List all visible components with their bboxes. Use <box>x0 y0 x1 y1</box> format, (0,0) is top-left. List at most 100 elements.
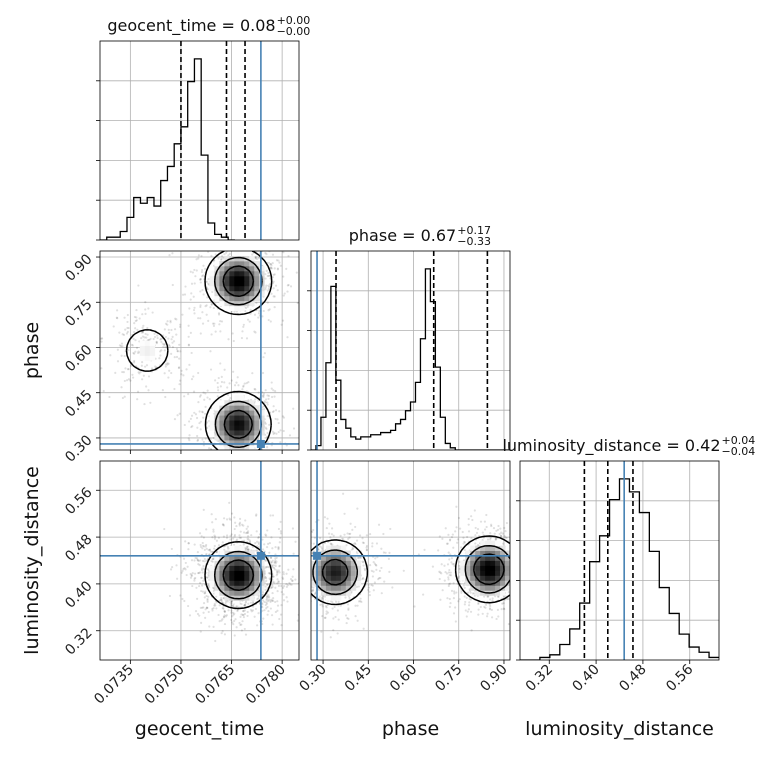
sample-point <box>223 633 227 636</box>
sample-point <box>459 546 463 549</box>
sample-point <box>234 456 236 458</box>
sample-point <box>273 306 276 309</box>
sample-point <box>270 453 272 455</box>
sample-point <box>220 464 222 466</box>
density-cell <box>500 550 506 556</box>
sample-point <box>494 538 497 541</box>
sample-point <box>91 374 93 376</box>
density-cell <box>229 270 235 277</box>
sample-point <box>302 550 304 552</box>
density-cell <box>249 300 255 307</box>
density-cell <box>485 575 491 581</box>
sample-point <box>511 566 513 568</box>
sample-point <box>246 530 250 533</box>
density-cell <box>239 290 245 297</box>
sample-point <box>227 254 230 257</box>
sample-point <box>118 344 121 347</box>
sample-point <box>220 450 222 452</box>
density-cell <box>244 285 250 292</box>
sample-point <box>270 561 273 564</box>
sample-point <box>229 518 232 521</box>
sample-point <box>202 416 205 419</box>
sample-point <box>285 596 288 599</box>
density-cell <box>259 430 265 436</box>
sample-point <box>307 574 309 576</box>
sample-point <box>211 536 214 539</box>
sample-point <box>198 395 202 398</box>
sample-point <box>301 580 303 582</box>
sample-point <box>198 571 202 574</box>
sample-point <box>350 548 353 551</box>
density-cell <box>234 295 240 302</box>
sample-point <box>372 570 375 573</box>
sample-point <box>194 556 197 560</box>
density-cell <box>249 570 255 576</box>
density-cell <box>229 445 235 450</box>
sample-point <box>280 590 283 594</box>
sample-point <box>178 383 181 386</box>
sample-point <box>476 528 480 531</box>
density-cell <box>139 350 146 356</box>
sample-point <box>272 295 275 298</box>
density-cell <box>224 255 230 262</box>
sample-point <box>262 309 265 313</box>
sample-point <box>246 245 248 247</box>
density-cell <box>214 555 220 561</box>
sample-point <box>269 599 272 602</box>
sample-point <box>517 571 519 573</box>
sample-point <box>262 356 265 359</box>
sample-point <box>205 606 209 609</box>
density-cell <box>214 420 220 426</box>
sample-point <box>264 603 267 607</box>
sample-point <box>248 539 251 542</box>
sample-point <box>446 563 450 566</box>
sample-point <box>208 548 212 551</box>
sample-point <box>285 572 288 575</box>
sample-point <box>209 368 213 371</box>
density-cell <box>239 405 245 411</box>
sample-point <box>261 590 264 594</box>
sample-point <box>305 581 307 583</box>
sample-point <box>132 337 135 340</box>
sample-point <box>498 532 501 536</box>
sample-point <box>281 415 285 418</box>
sample-point <box>307 563 309 565</box>
density-cell <box>254 260 260 267</box>
sample-point <box>180 373 183 376</box>
sample-point <box>152 337 155 341</box>
sample-point <box>215 601 218 604</box>
sample-point <box>170 547 173 551</box>
sample-point <box>153 332 156 335</box>
density-cell <box>340 550 347 556</box>
sample-point <box>452 562 455 566</box>
sample-point <box>214 253 217 256</box>
sample-point <box>389 527 392 531</box>
sample-point <box>278 541 281 544</box>
sample-point <box>266 605 269 609</box>
sample-point <box>307 604 309 606</box>
sample-point <box>140 364 143 367</box>
sample-point <box>286 290 289 293</box>
density-cell <box>239 395 245 401</box>
sample-point <box>271 261 274 265</box>
density-cell <box>149 340 156 346</box>
density-cell <box>224 290 230 297</box>
density-cell <box>254 590 260 596</box>
sample-point <box>361 537 364 540</box>
density-cell <box>254 405 260 411</box>
sample-point <box>278 571 281 574</box>
x-tick-label: 0.56 <box>663 661 696 694</box>
sample-point <box>246 537 249 540</box>
sample-point <box>168 254 171 257</box>
sample-point <box>144 332 147 336</box>
sample-point <box>264 566 267 569</box>
sample-point <box>170 371 173 375</box>
density-cell <box>345 565 352 571</box>
sample-point <box>205 313 208 316</box>
sample-point <box>217 313 221 316</box>
density-cell <box>330 585 337 591</box>
sample-point <box>226 393 230 397</box>
sample-point <box>270 561 273 564</box>
sample-point <box>191 572 194 575</box>
sample-point <box>474 542 477 545</box>
